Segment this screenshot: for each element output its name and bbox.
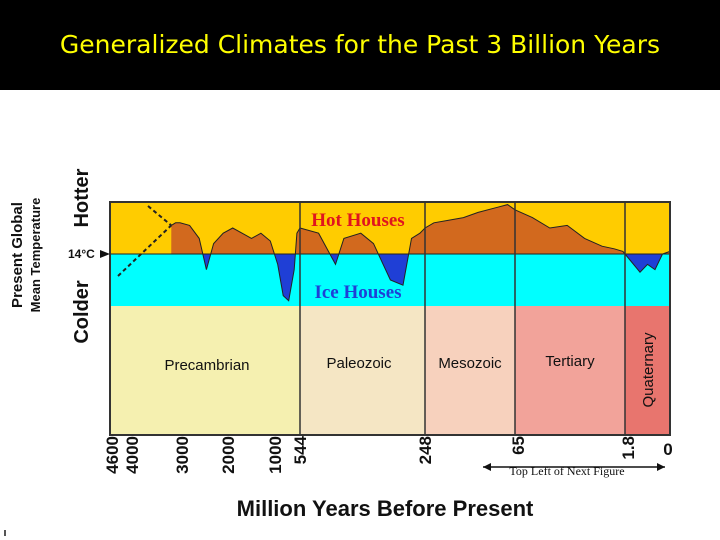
- y-label-outer-2: Mean Temperature: [28, 198, 43, 313]
- annotation-arrow-left: [483, 463, 491, 471]
- y-label-outer-1: Present Global: [9, 202, 26, 308]
- baseline-label: 14°C: [68, 247, 95, 261]
- era-label: Paleozoic: [326, 355, 392, 372]
- title-bar: [0, 0, 720, 90]
- x-axis-title: Million Years Before Present: [237, 496, 534, 521]
- era-label: Precambrian: [164, 357, 249, 374]
- ice-houses-label: Ice Houses: [314, 282, 401, 303]
- era-band: [300, 306, 425, 435]
- y-label-hotter: Hotter: [71, 168, 93, 227]
- x-tick-label: 4000: [123, 436, 142, 474]
- annotation-label: Top Left of Next Figure: [509, 464, 624, 478]
- x-tick-label: 3000: [173, 436, 192, 474]
- stray-mark: [4, 530, 6, 536]
- hot-houses-label: Hot Houses: [311, 210, 404, 231]
- temperature-curve: [171, 204, 671, 302]
- x-tick-label: 4600: [103, 436, 122, 474]
- era-label-quaternary: Quaternary: [640, 332, 657, 408]
- era-label: Mesozoic: [438, 355, 502, 372]
- x-tick-label: 0: [663, 440, 672, 459]
- x-tick-label: 544: [291, 435, 310, 464]
- page-title: Generalized Climates for the Past 3 Bill…: [59, 30, 661, 59]
- era-band: [515, 306, 625, 435]
- x-tick-label: 65: [509, 436, 528, 455]
- era-band: [425, 306, 515, 435]
- y-label-colder: Colder: [71, 280, 93, 344]
- climate-chart: Hot Houses Ice Houses Precambrian Paleozoic…: [9, 168, 673, 521]
- era-band: [625, 306, 670, 435]
- annotation-arrow-right: [657, 463, 665, 471]
- dashed-lower: [117, 224, 172, 277]
- era-label: Tertiary: [545, 353, 595, 370]
- x-tick-label: 248: [416, 436, 435, 464]
- baseline-arrow: [100, 250, 110, 258]
- hot-anomaly-area: [171, 204, 670, 254]
- x-tick-label: 1000: [266, 436, 285, 474]
- chart-frame: [109, 201, 671, 436]
- x-tick-label: 1.8: [619, 436, 638, 460]
- era-band: [110, 306, 300, 435]
- dashed-upper: [147, 205, 172, 227]
- x-tick-label: 2000: [219, 436, 238, 474]
